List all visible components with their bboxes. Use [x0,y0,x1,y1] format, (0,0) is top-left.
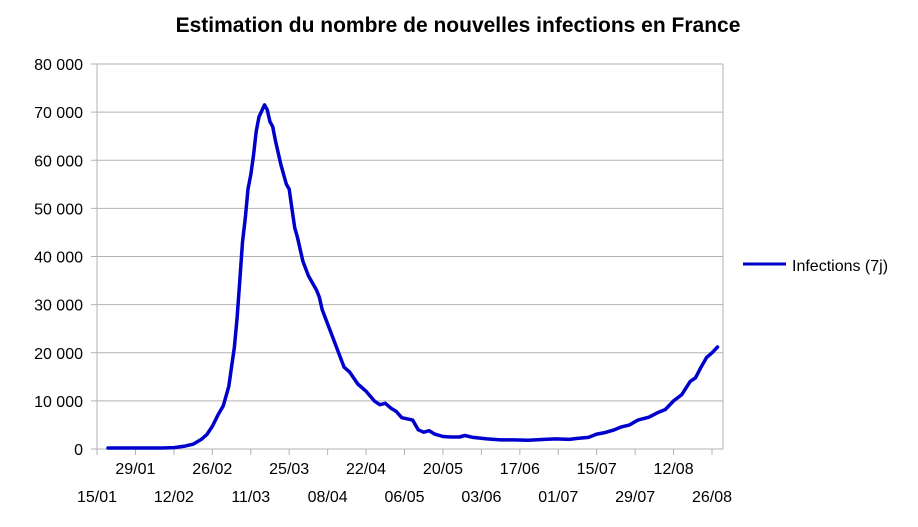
chart-title: Estimation du nombre de nouvelles infect… [176,14,741,37]
legend-label-infections: Infections (7j) [792,258,888,275]
y-tick-label: 10 000 [34,394,83,411]
y-tick-label: 80 000 [34,57,83,74]
x-tick-label: 26/08 [692,489,732,506]
y-tick-label: 0 [74,442,83,459]
y-tick-label: 40 000 [34,250,83,267]
x-tick-label: 01/07 [538,489,578,506]
y-tick-label: 20 000 [34,346,83,363]
x-tick-label: 20/05 [423,461,463,478]
x-tick-labels: 15/01 29/01 12/02 26/02 11/03 25/03 08/04 22/04… [77,461,732,506]
series-lines [106,103,720,450]
x-tick-label: 08/04 [308,489,348,506]
legend: Infections (7j) [743,258,888,275]
y-tick-label: 50 000 [34,201,83,218]
y-tick-label: 60 000 [34,153,83,170]
y-tick-label: 70 000 [34,105,83,122]
x-tick-label: 11/03 [231,489,270,506]
x-tick-label: 29/01 [115,461,155,478]
x-tick-label: 12/08 [654,461,694,478]
x-tick-label: 29/07 [615,489,655,506]
x-tick-label: 12/02 [154,489,194,506]
x-tick-label: 22/04 [346,461,386,478]
x-tick-label: 03/06 [461,489,501,506]
x-tick-label: 06/05 [384,489,424,506]
x-tick-label: 25/03 [269,461,309,478]
x-tick-label: 26/02 [192,461,232,478]
grid-lines [97,63,724,449]
y-tick-label: 30 000 [34,298,83,315]
x-tick-label: 15/07 [577,461,617,478]
x-tick-label: 15/01 [77,489,117,506]
x-tick-label: 17/06 [500,461,540,478]
axes [91,63,723,455]
y-tick-labels: 0 10 000 20 000 30 000 40 000 50 000 60 000 70 … [34,57,83,459]
series-line-infections [106,103,720,450]
